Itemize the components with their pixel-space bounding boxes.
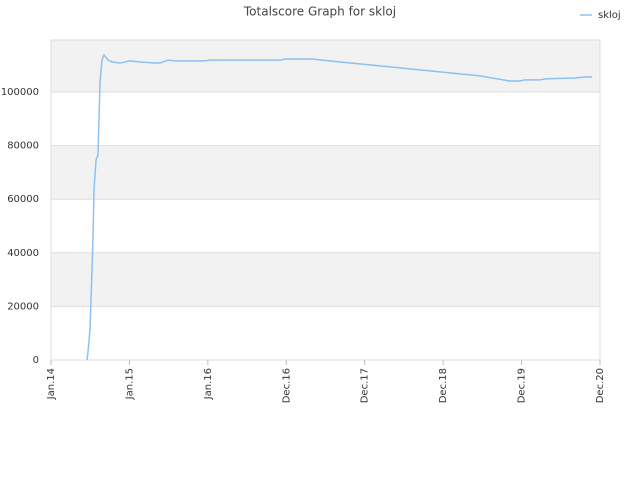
y-tick-label: 0 — [33, 355, 39, 366]
x-tick-label: Jan.14 — [46, 368, 57, 400]
line — [86, 53, 593, 361]
x-tick-label: Dec.20 — [595, 368, 606, 403]
plot-band — [51, 252, 600, 307]
y-tick-label: 20000 — [7, 301, 39, 312]
plot-border — [50, 39, 601, 361]
plot-band — [51, 40, 600, 92]
plot-band — [51, 306, 600, 360]
x-tick-label: Dec.16 — [281, 368, 292, 403]
x-tick-label: Dec.19 — [517, 368, 528, 403]
plot-band — [51, 145, 600, 200]
chart-title: Totalscore Graph for skloj — [243, 5, 396, 19]
x-tick-label: Jan.16 — [203, 368, 214, 400]
y-tick-label: 40000 — [7, 248, 39, 259]
x-tick-label: Jan.15 — [124, 368, 135, 400]
y-tick-label: 60000 — [7, 194, 39, 205]
y-tick-label: 80000 — [7, 141, 39, 152]
legend-label: skloj — [598, 10, 621, 21]
x-tick-label: Dec.17 — [360, 368, 371, 403]
x-tick-label: Dec.18 — [438, 368, 449, 403]
plot-band — [51, 91, 600, 146]
y-tick-label: 100000 — [1, 87, 39, 98]
plot-band — [51, 199, 600, 253]
